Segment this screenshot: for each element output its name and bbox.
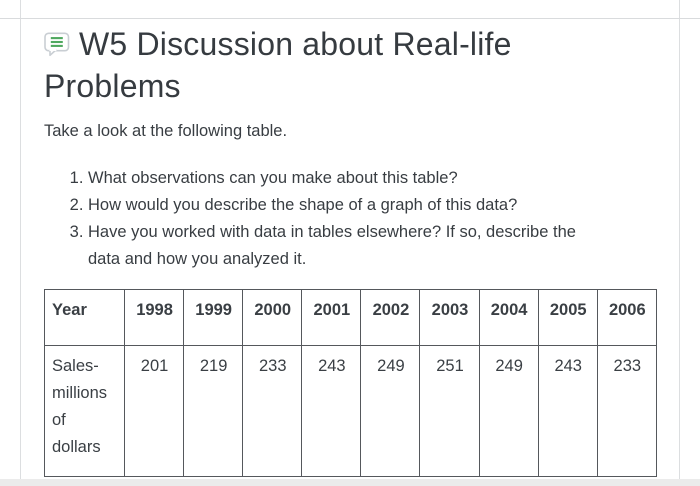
sales-value-cell: 219 <box>183 345 244 477</box>
content-left-border <box>20 0 21 479</box>
sales-value-cell: 233 <box>242 345 303 477</box>
sales-value-cell: 243 <box>537 345 598 477</box>
year-cell: 2005 <box>537 289 598 346</box>
year-cell: 1999 <box>183 289 244 346</box>
table-header-row: Year 1998 1999 2000 2001 2002 2003 2004 … <box>44 289 657 346</box>
question-list: What observations can you make about thi… <box>44 165 602 273</box>
year-header-cell: Year <box>44 289 125 346</box>
year-cell: 2004 <box>478 289 539 346</box>
year-cell: 2002 <box>360 289 421 346</box>
sales-data-table: Year 1998 1999 2000 2001 2002 2003 2004 … <box>44 289 657 477</box>
page-title: W5 Discussion about Real-life Problems <box>44 24 656 106</box>
question-item-1: What observations can you make about thi… <box>88 165 602 192</box>
discussion-icon <box>44 26 70 66</box>
year-cell: 2003 <box>419 289 480 346</box>
content-right-border <box>679 0 680 479</box>
year-cell: 1998 <box>123 289 185 346</box>
year-cell: 2001 <box>301 289 362 346</box>
title-line-2: Problems <box>44 68 181 104</box>
top-divider <box>0 18 700 19</box>
question-item-2: How would you describe the shape of a gr… <box>88 192 602 219</box>
bottom-edge-band <box>0 479 700 486</box>
question-item-3: Have you worked with data in tables else… <box>88 219 602 273</box>
sales-value-cell: 249 <box>360 345 421 477</box>
sales-value-cell: 249 <box>478 345 539 477</box>
intro-text: Take a look at the following table. <box>44 122 288 140</box>
sales-label-cell: Sales-millions of dollars <box>44 345 125 477</box>
sales-value-cell: 233 <box>596 345 657 477</box>
discussion-page: W5 Discussion about Real-life Problems T… <box>44 19 657 477</box>
year-cell: 2000 <box>242 289 303 346</box>
year-cell: 2006 <box>596 289 657 346</box>
table-data-row: Sales-millions of dollars 201 219 233 24… <box>44 345 657 477</box>
title-line-1: W5 Discussion about Real-life <box>79 26 512 62</box>
sales-value-cell: 243 <box>301 345 362 477</box>
sales-value-cell: 251 <box>419 345 480 477</box>
sales-value-cell: 201 <box>123 345 185 477</box>
